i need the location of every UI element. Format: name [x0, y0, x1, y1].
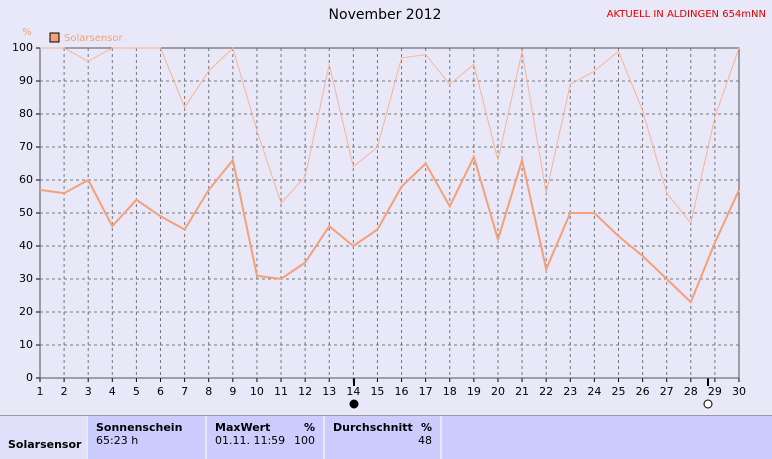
- data-line: [40, 47, 740, 225]
- moon-new: [349, 399, 359, 409]
- summary-table: Solarsensor Sonnenschein 65:23 h MaxWert%…: [0, 415, 772, 459]
- row-cell: Solarsensor: [0, 416, 86, 459]
- col-cell: MaxWert% 01.11. 11:59 100: [207, 416, 323, 459]
- y-tick-label: 70: [19, 140, 33, 153]
- y-tick-label: 30: [19, 272, 33, 285]
- y-tick-label: 40: [19, 239, 33, 252]
- x-tick-label: 3: [85, 385, 92, 398]
- y-tick-label: 100: [12, 41, 33, 54]
- col-value: 48: [418, 434, 432, 447]
- x-tick-label: 13: [322, 385, 336, 398]
- y-tick-label: 60: [19, 173, 33, 186]
- col-header: Sonnenschein: [96, 421, 183, 434]
- x-tick-label: 14: [346, 385, 360, 398]
- col-cell: Sonnenschein 65:23 h: [88, 416, 205, 459]
- col-cell: Durchschnitt% 48: [325, 416, 440, 459]
- col-header: MaxWert: [215, 421, 271, 434]
- x-tick-label: 19: [467, 385, 481, 398]
- x-tick-label: 8: [205, 385, 212, 398]
- x-tick-label: 20: [491, 385, 505, 398]
- x-tick-label: 28: [684, 385, 698, 398]
- col-unit: %: [303, 421, 315, 434]
- x-tick-label: 7: [181, 385, 188, 398]
- station-label: AKTUELL IN ALDINGEN 654mNN: [607, 9, 766, 20]
- col-header: Durchschnitt: [333, 421, 413, 434]
- x-tick-label: 4: [109, 385, 116, 398]
- x-tick-label: 22: [539, 385, 553, 398]
- col-time: 01.11. 11:59: [215, 434, 286, 447]
- y-tick-label: 50: [19, 206, 33, 219]
- x-tick-label: 24: [587, 385, 601, 398]
- x-tick-label: 18: [443, 385, 457, 398]
- x-tick-label: 16: [395, 385, 409, 398]
- x-tick-label: 29: [708, 385, 722, 398]
- empty-cell: [442, 416, 772, 459]
- col-value: 100: [294, 434, 315, 447]
- legend-label: Solarsensor: [64, 33, 124, 44]
- plot-frame: [39, 47, 740, 379]
- x-tick-label: 5: [133, 385, 140, 398]
- x-tick-label: 9: [229, 385, 236, 398]
- x-tick-label: 1: [37, 385, 44, 398]
- y-tick-label: 90: [19, 74, 33, 87]
- x-tick-label: 10: [250, 385, 264, 398]
- x-tick-label: 17: [419, 385, 433, 398]
- x-tick-label: 15: [370, 385, 384, 398]
- chart: November 2012 AKTUELL IN ALDINGEN 654mNN…: [12, 7, 766, 409]
- y-tick-label: 10: [19, 338, 33, 351]
- x-tick-label: 21: [515, 385, 529, 398]
- x-tick-label: 23: [563, 385, 577, 398]
- y-axis-label: %: [22, 27, 32, 38]
- x-tick-label: 6: [157, 385, 164, 398]
- col-value: 65:23 h: [96, 434, 139, 447]
- data-line: [39, 154, 740, 304]
- y-tick-label: 80: [19, 107, 33, 120]
- y-tick-label: 0: [26, 371, 33, 384]
- x-tick-label: 12: [298, 385, 312, 398]
- moon-full: [703, 399, 713, 409]
- x-tick-label: 11: [274, 385, 288, 398]
- x-tick-label: 30: [732, 385, 746, 398]
- row-label: Solarsensor: [8, 438, 82, 451]
- legend-swatch: [49, 32, 60, 43]
- y-tick-label: 20: [19, 305, 33, 318]
- x-tick-label: 25: [611, 385, 625, 398]
- x-tick-label: 2: [61, 385, 68, 398]
- x-tick-label: 27: [660, 385, 674, 398]
- chart-title: November 2012: [329, 7, 442, 23]
- col-unit: %: [420, 421, 432, 434]
- x-tick-label: 26: [636, 385, 650, 398]
